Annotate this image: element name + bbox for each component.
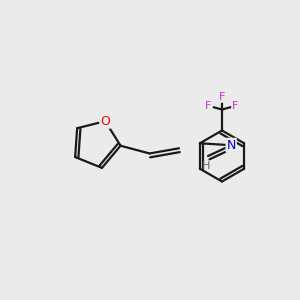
Text: H: H [202, 160, 211, 171]
Text: F: F [219, 92, 225, 102]
Text: N: N [226, 139, 236, 152]
Text: F: F [232, 101, 239, 111]
Text: O: O [100, 115, 110, 128]
Text: F: F [205, 101, 212, 111]
